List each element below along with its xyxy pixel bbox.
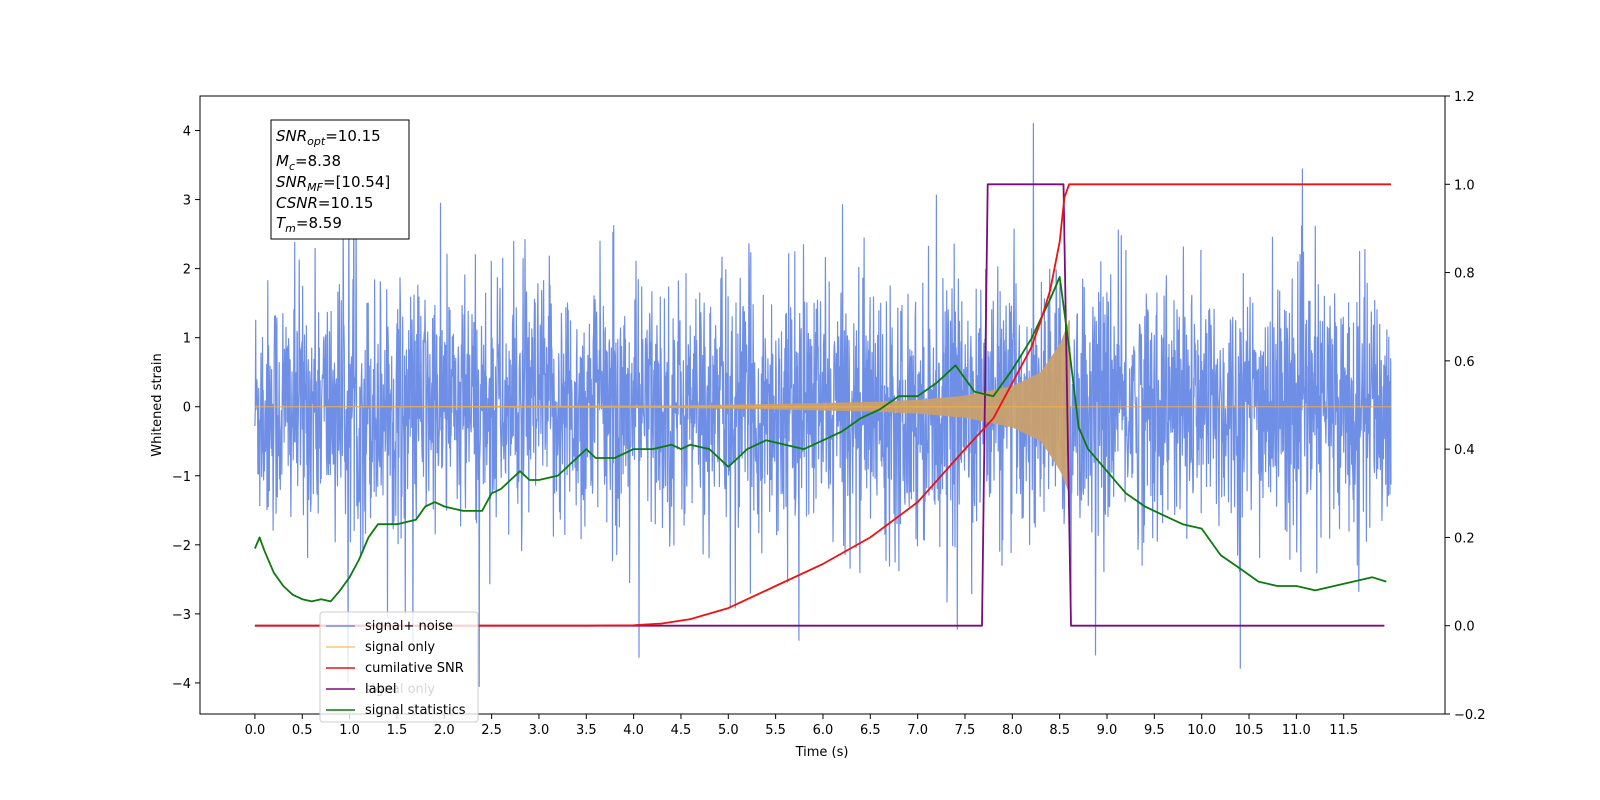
x-tick-label: 10.0 xyxy=(1187,723,1216,738)
info-snr-opt: SNRopt=10.15 xyxy=(276,127,381,148)
y2-tick-label: 0.6 xyxy=(1454,355,1475,370)
info-csnr: CSNR=10.15 xyxy=(276,194,373,212)
legend-label-signal: signal only xyxy=(365,640,435,655)
x-tick-label: 5.0 xyxy=(718,723,739,738)
x-tick-label: 6.5 xyxy=(860,723,881,738)
y2-tick-label: 0.2 xyxy=(1454,531,1475,546)
x-tick-label: 7.5 xyxy=(955,723,976,738)
y2-tick-label: 0.0 xyxy=(1454,620,1475,635)
x-tick-label: 7.0 xyxy=(907,723,928,738)
x-tick-label: 0.5 xyxy=(292,723,313,738)
signal-noise-series xyxy=(254,123,1392,687)
legend-label-noise: signal+ noise xyxy=(365,619,453,634)
y-tick-label: −4 xyxy=(172,677,191,692)
y-tick-label: 2 xyxy=(183,263,191,278)
curves-layer xyxy=(254,183,1391,627)
x-tick-label: 0.0 xyxy=(245,723,266,738)
y-axis-label: Whitened strain xyxy=(150,353,165,456)
y2-tick-label: 0.4 xyxy=(1454,443,1475,458)
x-tick-label: 1.5 xyxy=(387,723,408,738)
cumulative-snr-series xyxy=(254,183,1391,627)
y-axis-right: −0.2 0.0 0.2 0.4 0.6 0.8 1.0 1.2 xyxy=(1445,90,1486,723)
x-tick-label: 4.5 xyxy=(671,723,692,738)
x-tick-label: 9.0 xyxy=(1097,723,1118,738)
y-tick-label: −3 xyxy=(172,608,191,623)
label-series xyxy=(254,183,1385,627)
x-axis-label: Time (s) xyxy=(795,745,849,760)
x-tick-label: 10.5 xyxy=(1235,723,1264,738)
x-tick-label: 9.5 xyxy=(1144,723,1165,738)
signal-statistics-series xyxy=(254,276,1387,603)
y-tick-label: 1 xyxy=(183,332,191,347)
y-tick-label: −1 xyxy=(172,470,191,485)
x-tick-label: 5.5 xyxy=(765,723,786,738)
x-tick-label: 11.5 xyxy=(1329,723,1358,738)
y-tick-label: −2 xyxy=(172,539,191,554)
legend-label-snr: cumilative SNR xyxy=(365,661,464,676)
x-axis: 0.0 0.5 1.0 1.5 2.0 2.5 3.0 3.5 4.0 4.5 5.0 5.5 6.0 6… xyxy=(245,714,1358,738)
x-tick-label: 2.0 xyxy=(434,723,455,738)
info-box-frame xyxy=(270,119,410,240)
x-tick-label: 3.0 xyxy=(529,723,550,738)
legend-label-stats: signal statistics xyxy=(365,703,466,718)
y-axis-left: −4 −3 −2 −1 0 1 2 3 4 xyxy=(172,125,200,692)
legend-ghost-text: signal only xyxy=(365,682,435,697)
y-tick-label: 4 xyxy=(183,125,191,140)
legend-label-label: label xyxy=(365,682,396,697)
x-tick-label: 8.5 xyxy=(1049,723,1070,738)
legend: signal+ noise signal only cumilative SNR… xyxy=(319,611,479,723)
y2-tick-label: 1.2 xyxy=(1454,90,1475,105)
x-tick-label: 3.5 xyxy=(576,723,597,738)
y2-tick-label: −0.2 xyxy=(1454,708,1486,723)
y2-tick-label: 0.8 xyxy=(1454,267,1475,282)
info-tm: Tm=8.59 xyxy=(276,214,342,235)
y-tick-label: 0 xyxy=(183,401,191,416)
y-tick-label: 3 xyxy=(183,194,191,209)
x-tick-label: 8.0 xyxy=(1002,723,1023,738)
y2-tick-label: 1.0 xyxy=(1454,178,1475,193)
x-tick-label: 2.5 xyxy=(481,723,502,738)
x-tick-label: 4.0 xyxy=(623,723,644,738)
x-tick-label: 6.0 xyxy=(813,723,834,738)
legend-frame xyxy=(319,611,479,723)
x-tick-label: 1.0 xyxy=(339,723,360,738)
x-tick-label: 11.0 xyxy=(1282,723,1311,738)
info-mc: Mc=8.38 xyxy=(276,152,341,173)
noise-trace xyxy=(254,123,1392,687)
info-snr-mf: SNRMF=[10.54] xyxy=(276,173,390,194)
info-box: SNRopt=10.15 Mc=8.38 SNRMF=[10.54] CSNR=… xyxy=(270,119,410,240)
